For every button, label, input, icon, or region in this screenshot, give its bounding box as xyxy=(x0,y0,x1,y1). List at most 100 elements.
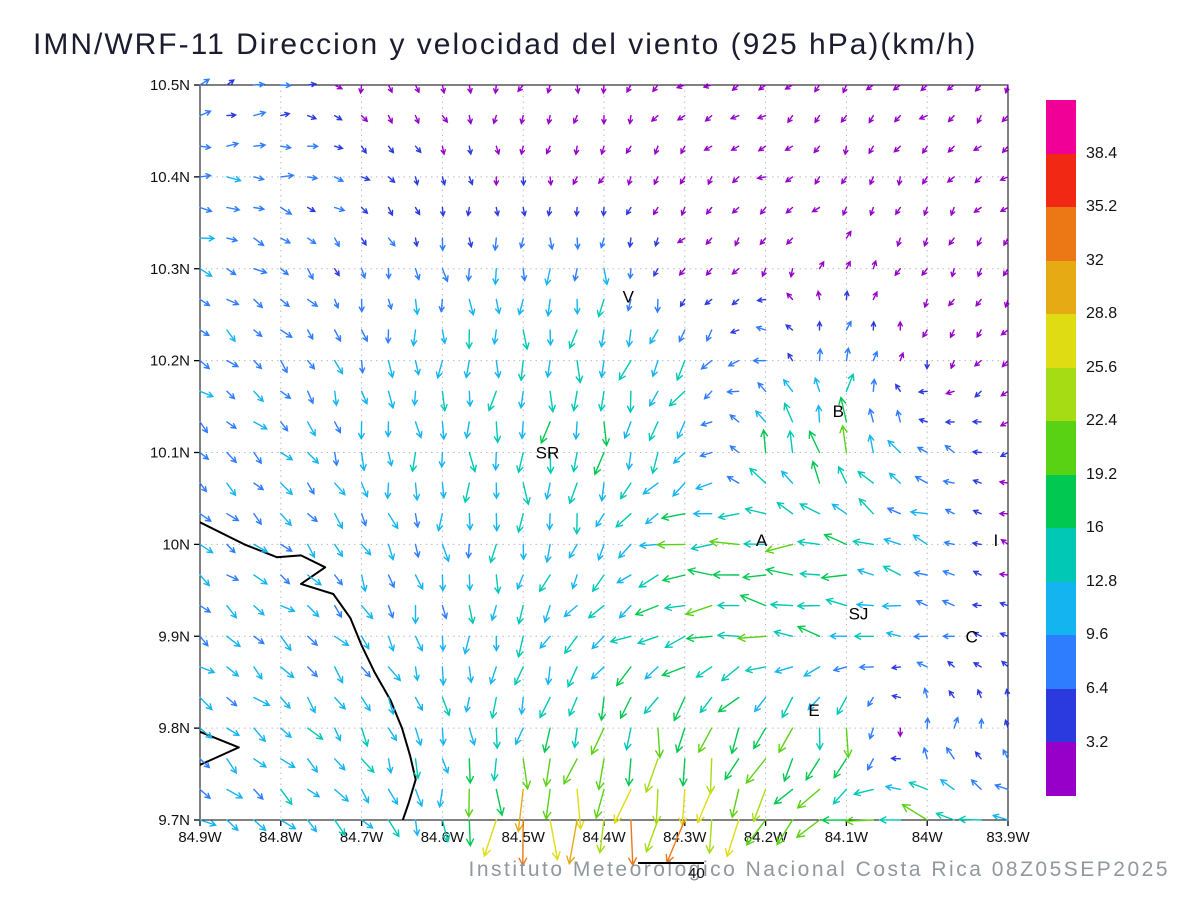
wind-arrow xyxy=(720,666,740,682)
wind-arrow xyxy=(280,666,295,679)
wind-arrow xyxy=(307,143,320,150)
wind-arrow xyxy=(547,176,554,187)
wind-arrow xyxy=(759,237,767,246)
wind-arrow xyxy=(921,145,928,155)
wind-arrow xyxy=(413,758,421,780)
wind-arrow xyxy=(440,84,446,95)
wind-arrow xyxy=(729,788,740,819)
wind-arrow xyxy=(489,696,498,720)
wind-arrow xyxy=(414,574,424,591)
wind-arrow xyxy=(518,696,526,716)
wind-arrow xyxy=(334,268,340,277)
wind-arrow xyxy=(773,788,794,805)
wind-arrow xyxy=(613,788,632,825)
wind-arrow xyxy=(334,788,350,802)
wind-arrow xyxy=(518,819,528,867)
wind-arrow xyxy=(199,329,211,337)
wind-arrow xyxy=(946,660,955,668)
wind-arrow xyxy=(626,298,633,312)
wind-arrow xyxy=(548,237,555,251)
wind-arrow xyxy=(332,390,340,407)
wind-arrow xyxy=(440,206,446,218)
wind-arrow xyxy=(867,696,874,708)
wind-arrow xyxy=(253,727,267,743)
wind-arrow xyxy=(414,114,420,125)
wind-arrow xyxy=(744,666,767,674)
wind-arrow xyxy=(642,482,659,495)
wind-arrow xyxy=(892,84,901,91)
wind-arrow xyxy=(253,421,268,430)
wind-arrow xyxy=(918,417,928,424)
wind-arrow xyxy=(571,390,579,412)
wind-arrow xyxy=(439,635,447,652)
wind-arrow xyxy=(878,816,901,824)
wind-arrow xyxy=(816,320,823,331)
wind-arrow xyxy=(462,635,470,656)
wind-arrow xyxy=(441,268,449,283)
wind-arrow xyxy=(893,114,901,123)
wind-arrow xyxy=(1001,114,1009,123)
wind-arrow xyxy=(757,381,767,392)
wind-arrow xyxy=(748,467,767,484)
wind-arrow xyxy=(825,597,848,607)
wind-arrow xyxy=(643,696,659,715)
lon-tick-label: 84.4W xyxy=(582,829,626,846)
wind-arrow xyxy=(334,84,344,90)
wind-arrow xyxy=(414,696,423,712)
wind-arrow xyxy=(598,390,606,413)
wind-arrow xyxy=(695,666,713,678)
wind-arrow xyxy=(280,819,297,830)
wind-arrow xyxy=(946,176,955,183)
wind-arrow xyxy=(787,352,794,362)
wind-arrow xyxy=(387,666,402,682)
wind-arrow xyxy=(871,259,878,270)
wind-arrow xyxy=(944,419,955,425)
wind-arrow xyxy=(360,543,372,556)
coastline-segment xyxy=(199,521,417,821)
wind-arrow xyxy=(544,482,552,501)
wind-arrow xyxy=(360,666,372,678)
wind-arrow xyxy=(441,543,451,563)
wind-arrow xyxy=(680,145,686,155)
colorbar-label: 9.6 xyxy=(1086,626,1109,644)
wind-arrow xyxy=(387,145,395,154)
wind-arrow xyxy=(751,788,767,823)
wind-arrow xyxy=(838,396,848,423)
wind-arrow xyxy=(600,145,606,156)
wind-arrow xyxy=(226,268,237,276)
wind-arrow xyxy=(837,465,848,484)
wind-arrow xyxy=(673,696,686,722)
wind-arrow xyxy=(467,84,473,95)
wind-arrow xyxy=(199,788,212,800)
wind-arrow xyxy=(334,482,346,496)
wind-arrow xyxy=(514,666,524,686)
wind-arrow xyxy=(950,268,956,278)
wind-arrow xyxy=(572,268,579,282)
wind-arrow xyxy=(574,84,581,95)
wind-arrow xyxy=(972,509,982,515)
wind-arrow xyxy=(661,666,686,677)
wind-arrow xyxy=(796,625,821,637)
wind-arrow xyxy=(692,510,713,518)
wind-arrow xyxy=(923,237,929,248)
wind-arrow xyxy=(731,298,740,306)
wind-arrow xyxy=(568,543,578,559)
wind-arrow xyxy=(619,696,632,720)
wind-arrow xyxy=(973,359,982,367)
wind-arrow xyxy=(686,567,713,576)
wind-arrow xyxy=(199,604,212,613)
wind-arrow xyxy=(897,320,903,331)
wind-arrow xyxy=(386,758,394,775)
wind-arrow xyxy=(882,537,901,546)
colorbar-segment xyxy=(1046,421,1076,475)
wind-arrow xyxy=(307,81,318,88)
wind-arrow xyxy=(1002,748,1009,760)
wind-arrow xyxy=(703,390,713,400)
station-label: C xyxy=(965,627,977,646)
wind-arrow xyxy=(947,298,955,307)
wind-arrow xyxy=(941,633,955,640)
wind-arrow xyxy=(882,565,901,576)
wind-arrow xyxy=(360,819,374,829)
wind-arrow xyxy=(845,372,855,392)
